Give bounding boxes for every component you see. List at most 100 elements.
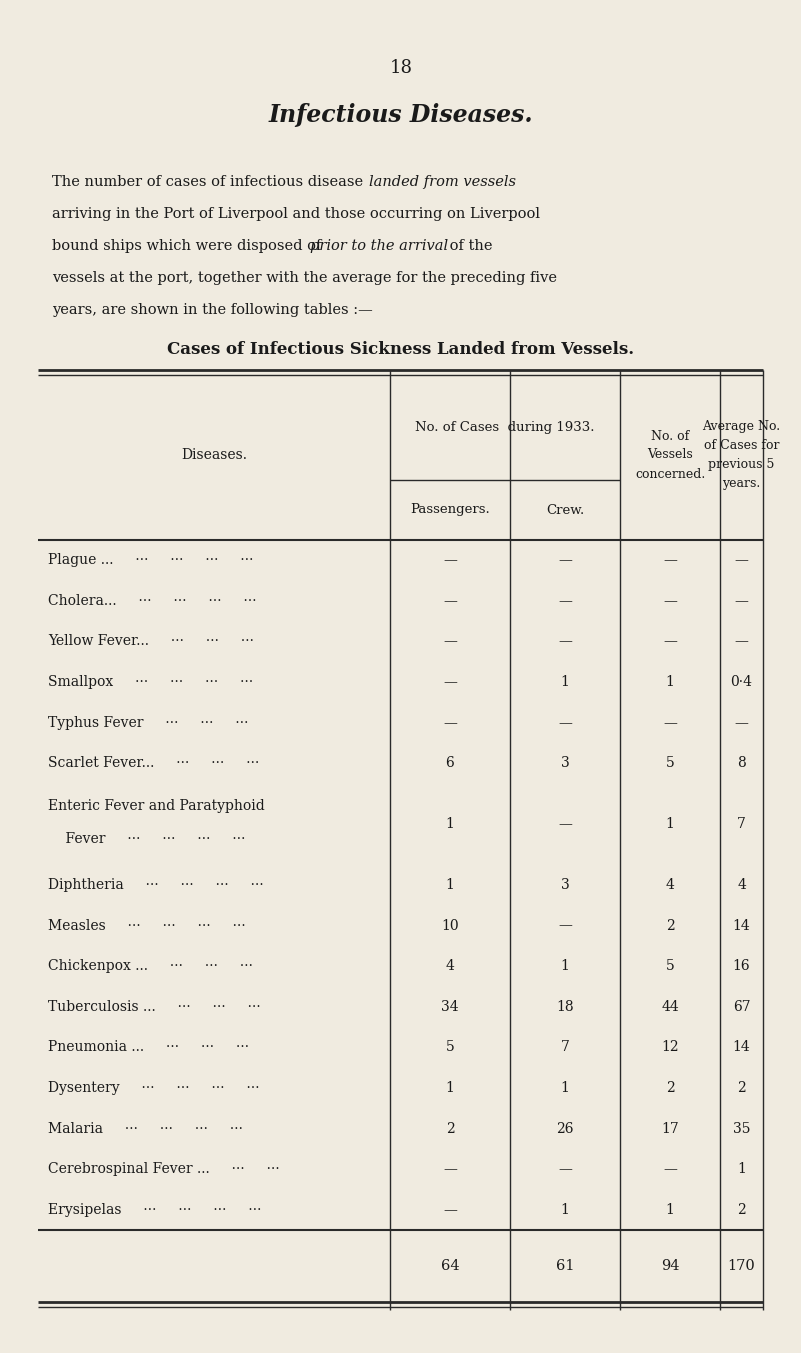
Text: 14: 14: [733, 919, 751, 932]
Text: 16: 16: [733, 959, 751, 973]
Text: 6: 6: [445, 756, 454, 770]
Text: Cholera...     ···     ···     ···     ···: Cholera... ··· ··· ··· ···: [48, 594, 256, 607]
Text: 1: 1: [445, 1081, 454, 1095]
Text: 1: 1: [561, 1203, 570, 1216]
Text: —: —: [558, 594, 572, 607]
Text: Cerebrospinal Fever ...     ···     ···: Cerebrospinal Fever ... ··· ···: [48, 1162, 280, 1176]
Text: 2: 2: [737, 1081, 746, 1095]
Text: —: —: [663, 1162, 677, 1176]
Text: The number of cases of infectious disease: The number of cases of infectious diseas…: [52, 175, 368, 189]
Text: —: —: [663, 553, 677, 567]
Text: —: —: [443, 553, 457, 567]
Text: —: —: [443, 1203, 457, 1216]
Text: 1: 1: [666, 817, 674, 831]
Text: Pneumonia ...     ···     ···     ···: Pneumonia ... ··· ··· ···: [48, 1040, 249, 1054]
Text: 170: 170: [727, 1260, 755, 1273]
Text: 34: 34: [441, 1000, 459, 1013]
Text: 14: 14: [733, 1040, 751, 1054]
Text: 5: 5: [445, 1040, 454, 1054]
Text: 2: 2: [666, 1081, 674, 1095]
Text: —: —: [558, 1162, 572, 1176]
Text: Smallpox     ···     ···     ···     ···: Smallpox ··· ··· ··· ···: [48, 675, 253, 689]
Text: 5: 5: [666, 959, 674, 973]
Text: Diseases.: Diseases.: [181, 448, 247, 461]
Text: Chickenpox ...     ···     ···     ···: Chickenpox ... ··· ··· ···: [48, 959, 253, 973]
Text: Cases of Infectious Sickness Landed from Vessels.: Cases of Infectious Sickness Landed from…: [167, 341, 634, 359]
Text: —: —: [735, 716, 748, 729]
Text: —: —: [558, 817, 572, 831]
Text: Tuberculosis ...     ···     ···     ···: Tuberculosis ... ··· ··· ···: [48, 1000, 261, 1013]
Text: vessels at the port, together with the average for the preceding five: vessels at the port, together with the a…: [52, 271, 557, 285]
Text: —: —: [663, 716, 677, 729]
Text: 1: 1: [445, 878, 454, 892]
Text: —: —: [443, 1162, 457, 1176]
Text: 4: 4: [737, 878, 746, 892]
Text: 18: 18: [556, 1000, 574, 1013]
Text: Average No.
of Cases for
previous 5
years.: Average No. of Cases for previous 5 year…: [702, 419, 780, 490]
Text: 67: 67: [733, 1000, 751, 1013]
Text: 2: 2: [666, 919, 674, 932]
Text: 26: 26: [556, 1122, 574, 1135]
Text: Fever     ···     ···     ···     ···: Fever ··· ··· ··· ···: [48, 832, 245, 846]
Text: No. of
Vessels
concerned.: No. of Vessels concerned.: [635, 429, 705, 480]
Text: 2: 2: [737, 1203, 746, 1216]
Text: Measles     ···     ···     ···     ···: Measles ··· ··· ··· ···: [48, 919, 246, 932]
Text: 1: 1: [666, 1203, 674, 1216]
Text: —: —: [663, 594, 677, 607]
Text: 17: 17: [661, 1122, 679, 1135]
Text: —: —: [443, 594, 457, 607]
Text: 4: 4: [445, 959, 454, 973]
Text: —: —: [558, 919, 572, 932]
Text: 35: 35: [733, 1122, 751, 1135]
Text: Passengers.: Passengers.: [410, 503, 490, 517]
Text: —: —: [443, 716, 457, 729]
Text: Diphtheria     ···     ···     ···     ···: Diphtheria ··· ··· ··· ···: [48, 878, 264, 892]
Text: —: —: [443, 635, 457, 648]
Text: 1: 1: [666, 675, 674, 689]
Text: Scarlet Fever...     ···     ···     ···: Scarlet Fever... ··· ··· ···: [48, 756, 260, 770]
Text: 18: 18: [389, 60, 413, 77]
Text: Malaria     ···     ···     ···     ···: Malaria ··· ··· ··· ···: [48, 1122, 243, 1135]
Text: —: —: [558, 635, 572, 648]
Text: —: —: [558, 553, 572, 567]
Text: 61: 61: [556, 1260, 574, 1273]
Text: 1: 1: [445, 817, 454, 831]
Text: 7: 7: [561, 1040, 570, 1054]
Text: Enteric Fever and Paratyphoid: Enteric Fever and Paratyphoid: [48, 800, 265, 813]
Text: of the: of the: [445, 239, 493, 253]
Text: 0·4: 0·4: [731, 675, 752, 689]
Text: 1: 1: [561, 1081, 570, 1095]
Text: —: —: [735, 553, 748, 567]
Text: 5: 5: [666, 756, 674, 770]
Text: Typhus Fever     ···     ···     ···: Typhus Fever ··· ··· ···: [48, 716, 248, 729]
Text: 3: 3: [561, 756, 570, 770]
Text: Yellow Fever...     ···     ···     ···: Yellow Fever... ··· ··· ···: [48, 635, 254, 648]
Text: —: —: [735, 635, 748, 648]
Text: Dysentery     ···     ···     ···     ···: Dysentery ··· ··· ··· ···: [48, 1081, 260, 1095]
Text: 2: 2: [445, 1122, 454, 1135]
Text: Plague ...     ···     ···     ···     ···: Plague ... ··· ··· ··· ···: [48, 553, 253, 567]
Text: years, are shown in the following tables :—: years, are shown in the following tables…: [52, 303, 372, 317]
Text: 10: 10: [441, 919, 459, 932]
Text: arriving in the Port of Liverpool and those occurring on Liverpool: arriving in the Port of Liverpool and th…: [52, 207, 540, 221]
Text: prior to the arrival: prior to the arrival: [310, 239, 448, 253]
Text: 12: 12: [661, 1040, 678, 1054]
Text: 94: 94: [661, 1260, 679, 1273]
Text: 1: 1: [561, 959, 570, 973]
Text: 7: 7: [737, 817, 746, 831]
Text: bound ships which were disposed of: bound ships which were disposed of: [52, 239, 326, 253]
Text: 64: 64: [441, 1260, 459, 1273]
Text: 8: 8: [737, 756, 746, 770]
Text: 44: 44: [661, 1000, 679, 1013]
Text: 1: 1: [561, 675, 570, 689]
Text: 4: 4: [666, 878, 674, 892]
Text: Crew.: Crew.: [545, 503, 584, 517]
Text: landed from vessels: landed from vessels: [369, 175, 516, 189]
Text: 3: 3: [561, 878, 570, 892]
Text: —: —: [558, 716, 572, 729]
Text: Erysipelas     ···     ···     ···     ···: Erysipelas ··· ··· ··· ···: [48, 1203, 261, 1216]
Text: —: —: [443, 675, 457, 689]
Text: —: —: [735, 594, 748, 607]
Text: 1: 1: [737, 1162, 746, 1176]
Text: No. of Cases  during 1933.: No. of Cases during 1933.: [415, 422, 595, 434]
